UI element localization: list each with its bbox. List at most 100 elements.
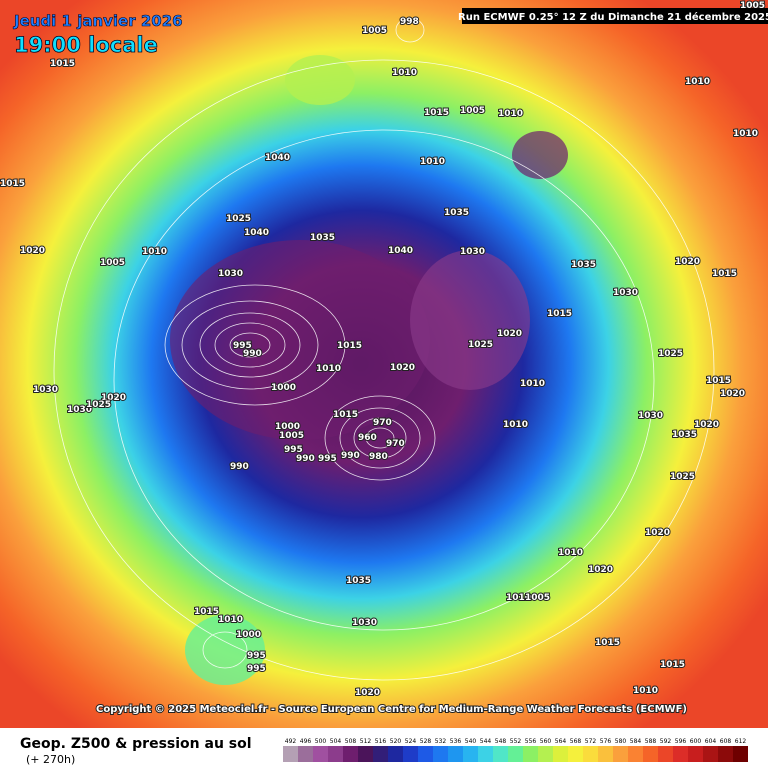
scale-label: 520: [390, 738, 402, 745]
scale-label: 552: [510, 738, 522, 745]
isobar-label: 1020: [101, 393, 126, 403]
scale-label: 528: [420, 738, 432, 745]
isobars: [53, 17, 715, 681]
isobar-label: 1030: [33, 385, 58, 395]
isobar-label: 1005: [362, 26, 387, 36]
scale-label: 548: [495, 738, 507, 745]
isobar-label: 990: [341, 451, 360, 461]
low-area: [512, 131, 568, 179]
isobar-label: 1015: [660, 660, 685, 670]
isobar-label: 998: [400, 17, 419, 27]
low-area: [170, 240, 430, 440]
isobar-label: 995: [233, 341, 252, 351]
isobar-label: 1030: [352, 618, 377, 628]
scale-swatch: [718, 746, 733, 762]
isobar-label: 1030: [638, 411, 663, 421]
isobar-label: 1025: [86, 400, 111, 410]
isobar-label: 1015: [712, 269, 737, 279]
scale-swatch: [628, 746, 643, 762]
isobar-label: 1030: [218, 269, 243, 279]
isobar-label: 1035: [672, 430, 697, 440]
scale-label: 508: [345, 738, 357, 745]
scale-swatch: [478, 746, 493, 762]
scale-swatch: [703, 746, 718, 762]
scale-swatch: [358, 746, 373, 762]
scale-swatch: [553, 746, 568, 762]
isobar-label: 1000: [271, 383, 296, 393]
isobar-label: 1010: [498, 109, 523, 119]
run-info: Run ECMWF 0.25° 12 Z du Dimanche 21 déce…: [458, 11, 768, 23]
isobar-label: 990: [296, 454, 315, 464]
isobar-label: 1005: [525, 593, 550, 603]
isobar-label: 1005: [279, 431, 304, 441]
scale-swatch: [433, 746, 448, 762]
isobar-label: 970: [373, 418, 392, 428]
scale-label: 532: [435, 738, 447, 745]
scale-swatch: [418, 746, 433, 762]
low-area: [285, 55, 355, 105]
scale-swatch: [463, 746, 478, 762]
scale-swatch: [538, 746, 553, 762]
isobar-label: 1030: [67, 405, 92, 415]
legend-title: Geop. Z500 & pression au sol: [20, 736, 252, 752]
isobar-label: 1025: [468, 340, 493, 350]
scale-label: 512: [360, 738, 372, 745]
low-area: [185, 615, 265, 685]
scale-label: 540: [465, 738, 477, 745]
isobar-label: 1020: [694, 420, 719, 430]
isobar-label: 1035: [346, 576, 371, 586]
scale-label: 604: [705, 738, 717, 745]
isobar-label: 1010: [506, 593, 531, 603]
isobar-label: 1005: [460, 106, 485, 116]
scale-swatch: [373, 746, 388, 762]
scale-swatch: [313, 746, 328, 762]
scale-swatch: [733, 746, 748, 762]
low-area: [410, 250, 530, 390]
scale-label: 612: [735, 738, 747, 745]
scale-label: 556: [525, 738, 537, 745]
isobar-label: 1035: [571, 260, 596, 270]
isobar-label: 1015: [706, 376, 731, 386]
isobar-label: 1010: [520, 379, 545, 389]
isobar-label: 1010: [503, 420, 528, 430]
isobar-label: 1020: [355, 688, 380, 698]
scale-label: 600: [690, 738, 702, 745]
scale-label: 588: [645, 738, 657, 745]
isobar-label: 1015: [595, 638, 620, 648]
scale-swatch: [328, 746, 343, 762]
isobar-label: 960: [358, 433, 377, 443]
isobar-label: 980: [369, 452, 388, 462]
isobar-label: 1010: [420, 157, 445, 167]
scale-label: 580: [615, 738, 627, 745]
scale-label: 596: [675, 738, 687, 745]
isobar-label: 990: [243, 349, 262, 359]
scale-swatch: [493, 746, 508, 762]
scale-label: 576: [600, 738, 612, 745]
isobar-label: 1035: [444, 208, 469, 218]
isobar-label: 995: [247, 651, 266, 661]
scale-swatch: [673, 746, 688, 762]
scale-label: 504: [330, 738, 342, 745]
scale-label: 524: [405, 738, 417, 745]
isobar-label: 1025: [658, 349, 683, 359]
isobar-label: 1015: [337, 341, 362, 351]
scale-label: 568: [570, 738, 582, 745]
scale-swatch: [403, 746, 418, 762]
scale-swatch: [298, 746, 313, 762]
scale-swatch: [508, 746, 523, 762]
isobar-label: 1010: [392, 68, 417, 78]
isobar-label: 1020: [720, 389, 745, 399]
isobar-label: 995: [247, 664, 266, 674]
scale-label: 496: [300, 738, 312, 745]
scale-label: 608: [720, 738, 732, 745]
scale-label: 584: [630, 738, 642, 745]
scale-swatch: [343, 746, 358, 762]
isobar-label: 1030: [460, 247, 485, 257]
isobar-label: 1010: [633, 686, 658, 696]
scale-swatch: [583, 746, 598, 762]
isobar-label: 1010: [142, 247, 167, 257]
isobar-label: 1040: [388, 246, 413, 256]
isobar-label: 1015: [194, 607, 219, 617]
scale-swatch: [598, 746, 613, 762]
